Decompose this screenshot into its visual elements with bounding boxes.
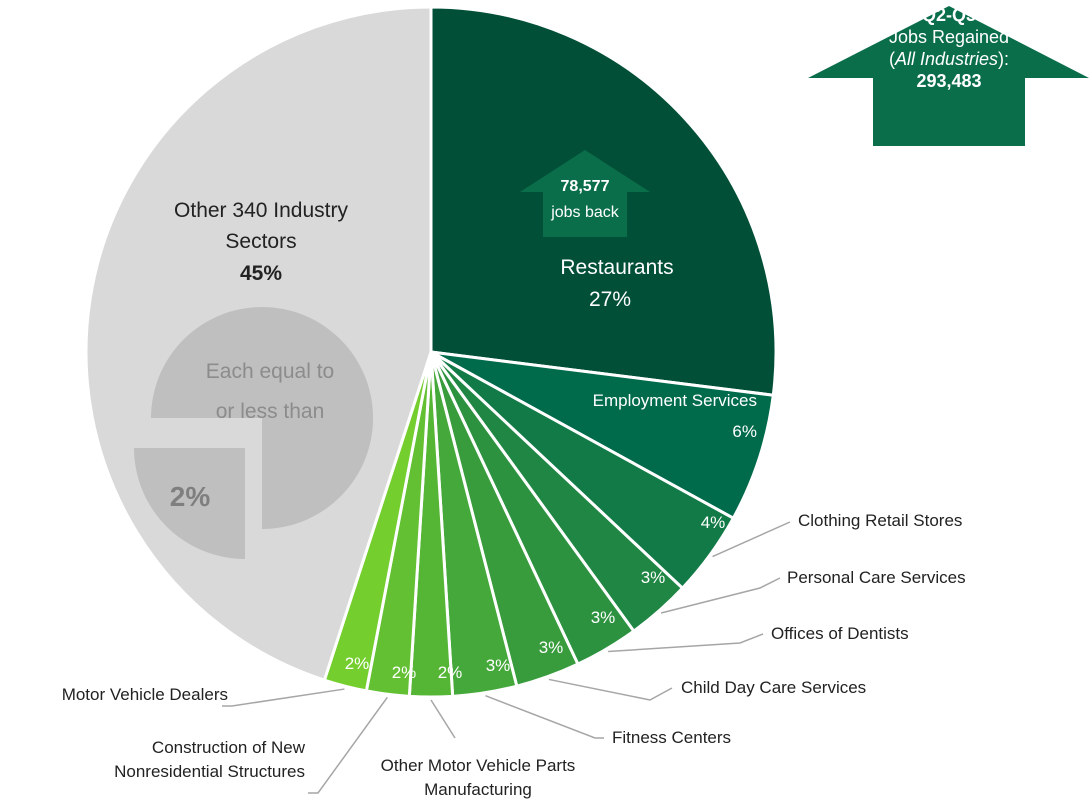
total-line: (All Industries): [873,48,1025,70]
total-arrow [808,6,1089,146]
slice-label: Fitness Centers [612,728,732,747]
value-label: 2% [344,654,370,673]
slice-label: Offices of Dentists [771,624,909,643]
value-label: 4% [700,513,726,532]
leader-line [548,678,673,701]
note-icon-circle [262,306,374,529]
callout-text: jobs back [551,204,619,221]
note-icon-quarter [134,448,245,559]
total-value: 293,483 [916,71,982,91]
callout: 78,577 jobs back [543,174,627,226]
leader-line [485,695,604,739]
slice-label: Construction of New Nonresidential Struc… [114,738,305,781]
slice-label: Clothing Retail Stores [798,511,963,530]
note-value: 2% [169,481,211,512]
value-label: 3% [485,656,511,675]
value-label: 2% [437,663,463,682]
callout-value: 78,577 [560,178,610,195]
total-italic: All Industries [894,49,999,69]
leader-line [222,688,345,707]
total-line: Jobs Regained [888,27,1010,47]
value-label: 3% [590,608,616,627]
note-text: Each equal to or less than [205,360,335,423]
slice-label: Child Day Care Services [681,678,867,697]
slice-label: Motor Vehicle Dealers [61,685,228,704]
total: Q2-Q3 Jobs Regained (All Industries): 29… [873,4,1025,92]
note-icon-circle [151,307,262,418]
leader-line [608,633,764,653]
value-label: 6% [732,422,757,441]
value-label: 2% [391,663,417,682]
leader-line [308,696,388,794]
slice-label: Restaurants [560,256,674,279]
total-open: ( [888,49,895,69]
total-close: ): [998,49,1010,69]
leader-line [660,577,781,614]
slice-label: Personal Care Services [787,568,966,587]
value-label: 27% [588,288,632,311]
total-period: Q2-Q3 [921,5,977,25]
callout-arrow [520,150,650,237]
value-label: 3% [640,568,666,587]
slice-label: Other Motor Vehicle Parts Manufacturing [380,756,576,799]
leader-line [430,699,456,739]
pie-slice [430,350,775,521]
leader-line [712,521,791,558]
slice-label: Employment Services [592,391,757,410]
slice-label: Other 340 Industry Sectors [174,199,348,253]
value-label: 3% [538,638,564,657]
note-icon [134,306,374,559]
value-label: 45% [239,262,283,285]
